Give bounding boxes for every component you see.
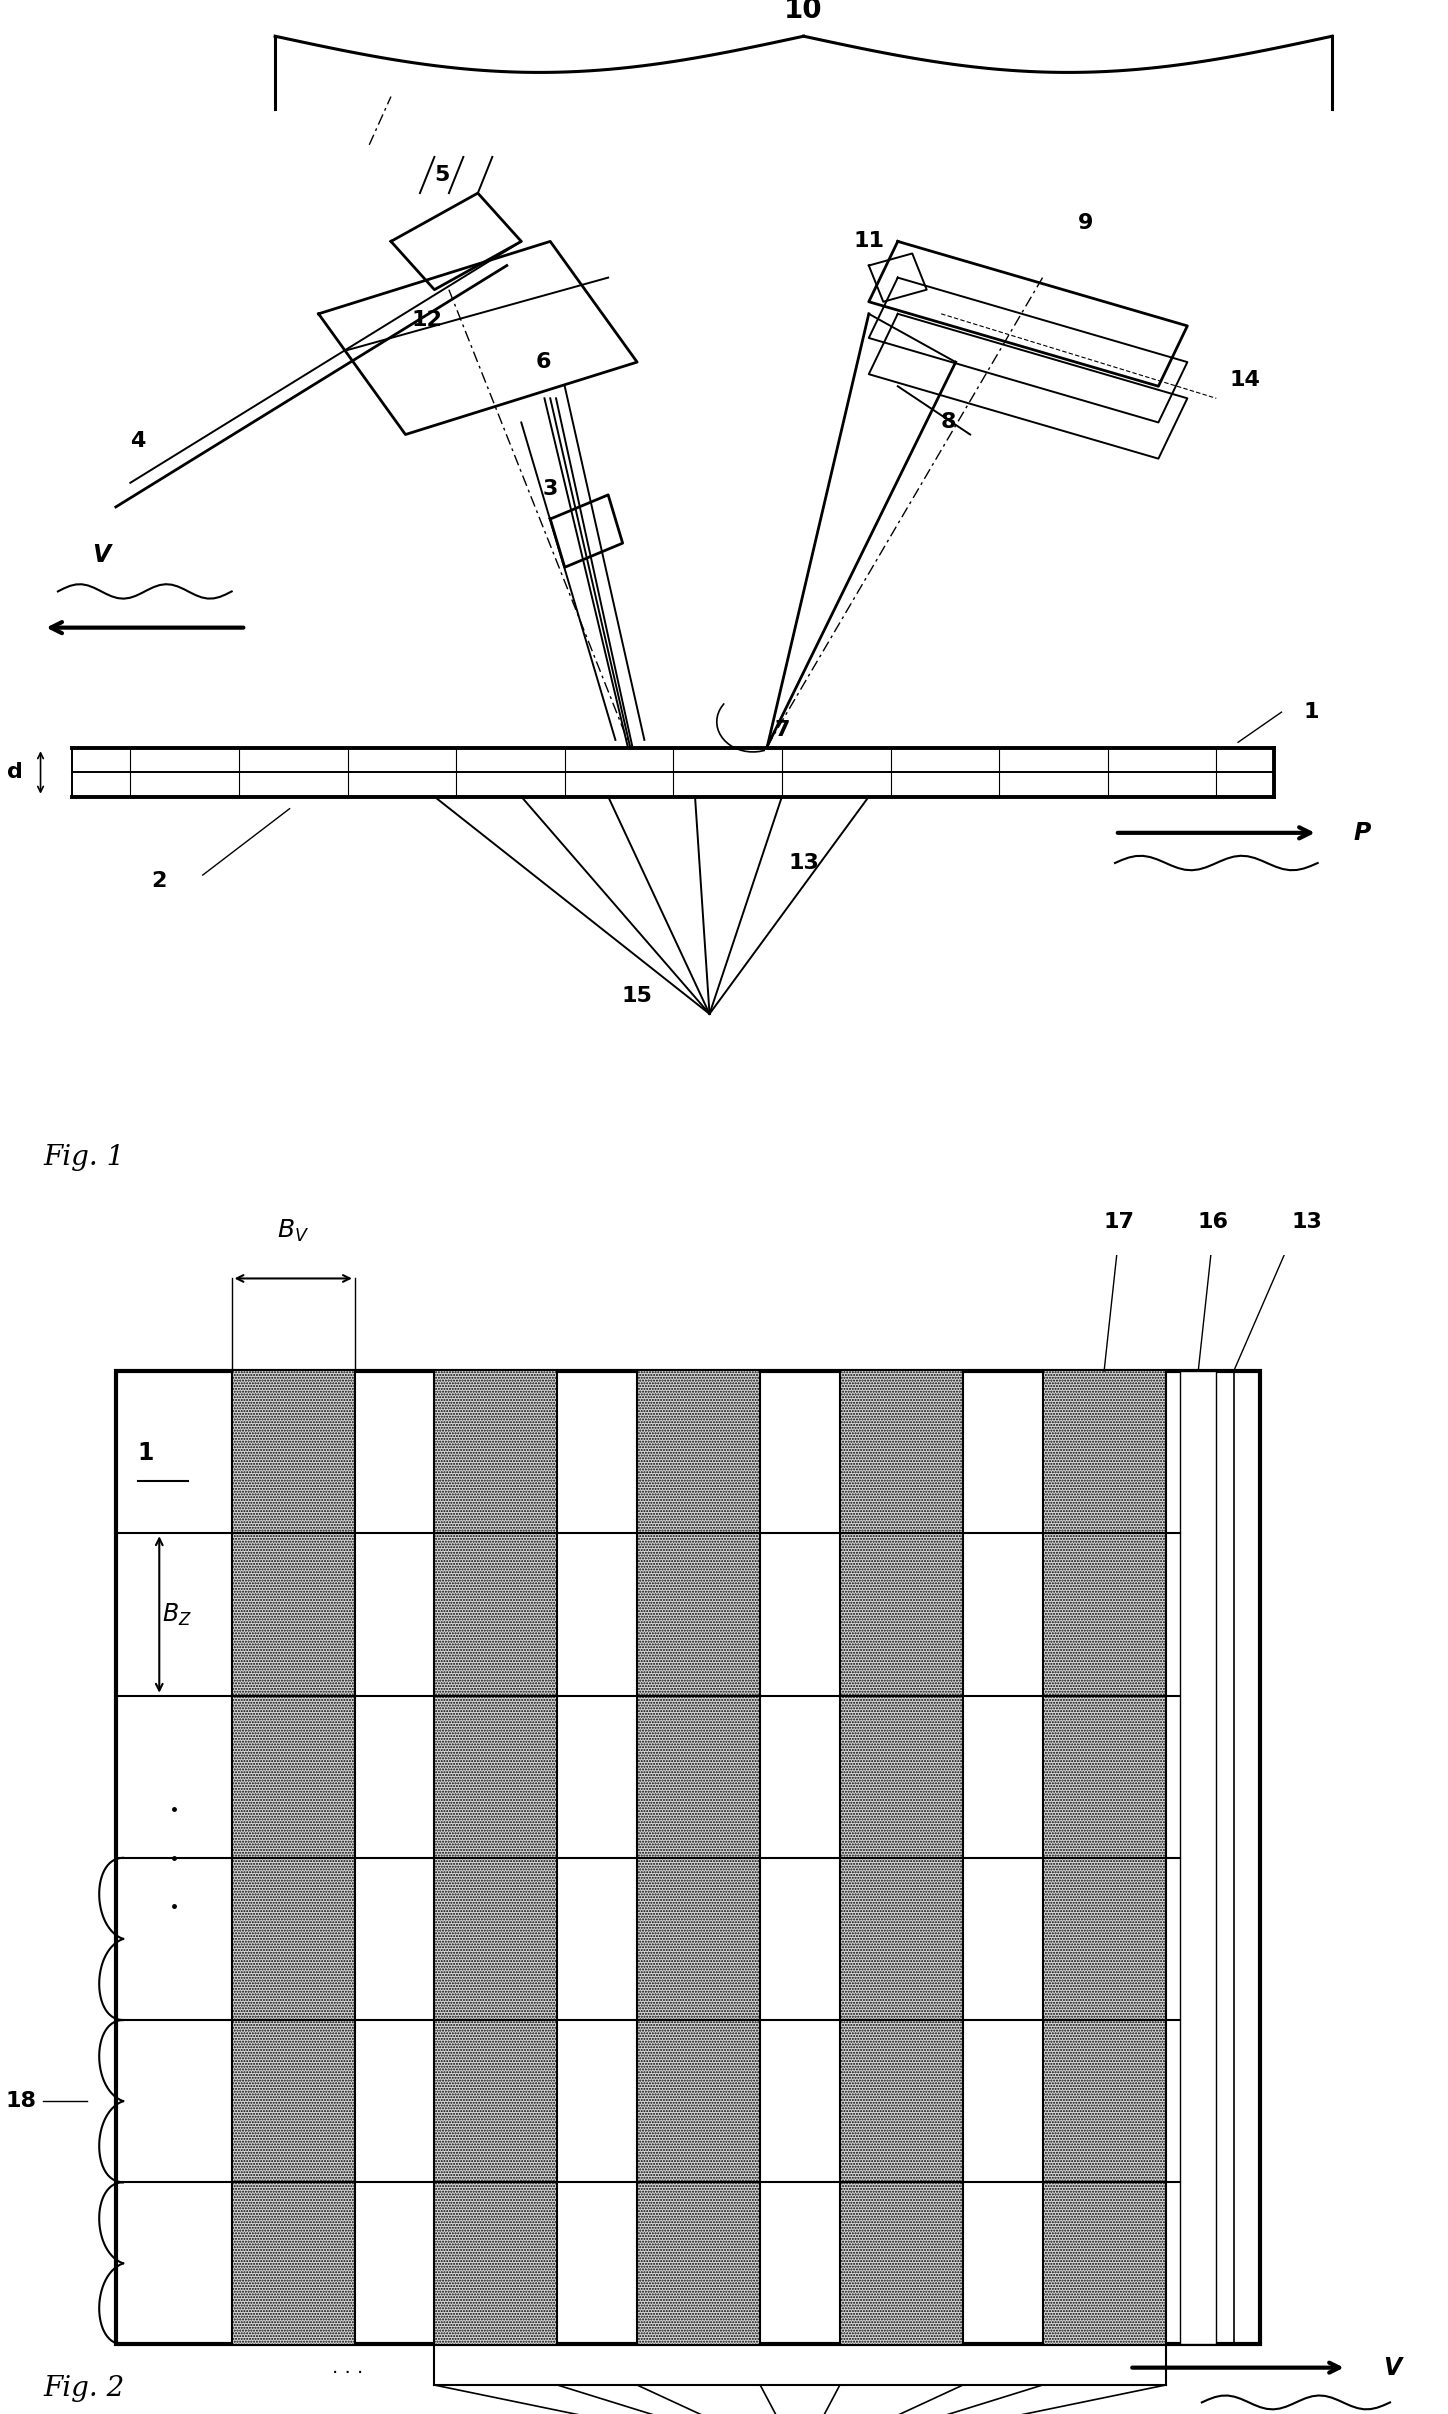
Text: $B_Z$: $B_Z$ (162, 1600, 193, 1627)
Bar (232, 1371, 355, 2344)
Text: 18: 18 (6, 2091, 36, 2112)
Text: P: P (1354, 821, 1371, 845)
Text: Fig. 2: Fig. 2 (43, 2375, 125, 2402)
Text: 11: 11 (853, 232, 885, 251)
Text: 13: 13 (1292, 1212, 1322, 1231)
Bar (637, 1371, 760, 2344)
Text: 1: 1 (1303, 702, 1319, 722)
Bar (232, 1371, 355, 2344)
Bar (637, 1371, 760, 2344)
Bar (1180, 1371, 1216, 2344)
Text: 10: 10 (785, 0, 822, 24)
Text: 2: 2 (152, 871, 167, 891)
Text: 6: 6 (536, 352, 550, 372)
Text: 3: 3 (543, 478, 557, 500)
Text: d: d (7, 763, 23, 782)
Text: 5: 5 (434, 164, 449, 186)
Bar (434, 1371, 557, 2344)
Bar (116, 1371, 1260, 2344)
Text: 13: 13 (788, 852, 820, 874)
Bar (840, 1371, 963, 2344)
Text: 7: 7 (775, 719, 789, 741)
Text: V: V (93, 543, 110, 567)
Bar (840, 1371, 963, 2344)
Text: Fig. 1: Fig. 1 (43, 1144, 125, 1171)
Text: 16: 16 (1197, 1212, 1228, 1231)
Bar (1043, 1371, 1166, 2344)
Text: 1: 1 (138, 1441, 153, 1465)
Text: . . .: . . . (332, 2358, 363, 2378)
Text: 12: 12 (411, 309, 443, 331)
Text: $B_V$: $B_V$ (277, 1217, 310, 1243)
Text: V: V (1383, 2356, 1402, 2380)
Text: 9: 9 (1079, 212, 1093, 234)
Text: 17: 17 (1103, 1212, 1134, 1231)
Bar (1043, 1371, 1166, 2344)
Text: 15: 15 (621, 985, 653, 1007)
Text: 14: 14 (1229, 369, 1261, 391)
Text: 8: 8 (941, 413, 956, 432)
Bar (434, 1371, 557, 2344)
Text: 4: 4 (130, 430, 145, 451)
